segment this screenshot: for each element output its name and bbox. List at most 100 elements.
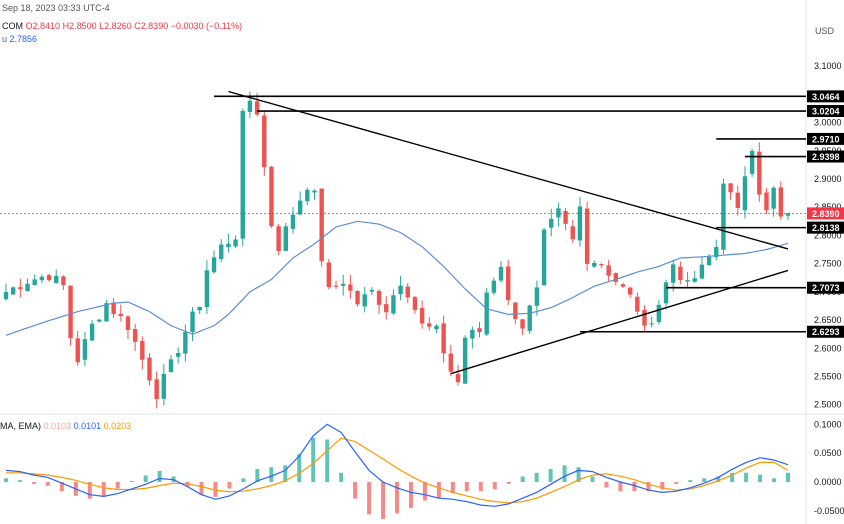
moving-average-line: [5, 220, 789, 336]
candle-body: [190, 311, 195, 333]
candle: [778, 181, 784, 220]
candle-body: [491, 280, 497, 293]
candle-body: [348, 284, 353, 291]
candle: [556, 202, 561, 227]
candle-body: [627, 287, 633, 295]
histogram-bar: [660, 482, 665, 490]
candle: [405, 283, 410, 304]
candle-body: [671, 264, 676, 283]
candle-body: [333, 285, 339, 287]
macd-line-value: 0.0101: [73, 421, 102, 431]
level-label-box: [807, 281, 844, 294]
candle: [498, 261, 504, 283]
candle: [656, 300, 662, 325]
candle-body: [477, 328, 482, 332]
candle-body: [778, 187, 784, 217]
candle-body: [75, 338, 80, 363]
candle: [211, 250, 217, 274]
price-tick-label: 2.5000: [814, 400, 842, 410]
candle: [312, 189, 317, 200]
candle: [161, 363, 167, 406]
histogram-bar: [422, 482, 427, 501]
candle-body: [125, 316, 131, 330]
candle-body: [484, 292, 489, 335]
candle: [462, 335, 468, 385]
candle-body: [692, 278, 697, 282]
level-label: 2.8138: [812, 223, 840, 233]
histogram-bar: [534, 472, 539, 482]
candle: [89, 320, 95, 342]
candle-body: [89, 323, 95, 341]
candle-body: [441, 323, 446, 354]
candle: [25, 278, 30, 292]
candle-body: [25, 283, 30, 292]
candle-body: [642, 309, 647, 326]
price-tick-label: 3.0000: [814, 118, 842, 128]
price-tick-label: 2.9000: [814, 174, 842, 184]
candle: [233, 235, 238, 249]
candle: [154, 371, 159, 409]
candle: [240, 108, 245, 247]
candle-body: [706, 256, 712, 266]
candle: [484, 287, 489, 337]
candle: [563, 207, 568, 231]
candle: [219, 239, 224, 263]
candle-body: [556, 208, 561, 218]
ma-value: 2.7856: [9, 34, 38, 44]
candle-body: [132, 329, 138, 342]
histogram-bar: [255, 469, 260, 482]
candle: [771, 186, 776, 217]
level-label-box: [807, 325, 844, 338]
histogram-bar: [199, 482, 204, 495]
candle: [757, 142, 762, 202]
candle: [584, 201, 590, 272]
price-tick-label: 2.6000: [814, 343, 842, 353]
candle-body: [61, 276, 66, 286]
candle-body: [219, 244, 224, 260]
candle: [649, 316, 654, 328]
histogram-bar: [506, 482, 511, 484]
candle-body: [427, 323, 432, 327]
candle-body: [312, 190, 317, 193]
candle: [175, 347, 181, 364]
candle-body: [82, 339, 88, 360]
macd-histogram: [4, 437, 790, 519]
histogram-bar: [520, 476, 525, 482]
candle: [204, 260, 210, 314]
candle: [721, 178, 726, 255]
low-value: L2.8260: [99, 21, 132, 31]
candle: [355, 290, 360, 307]
candle: [714, 239, 719, 261]
candle: [491, 277, 497, 296]
trendline: [450, 269, 789, 375]
price-tick-label: 2.5500: [814, 371, 842, 381]
candle-body: [376, 290, 382, 305]
histogram-bar: [772, 478, 777, 482]
candle-body: [448, 353, 454, 372]
candle: [190, 307, 195, 341]
candle-body: [534, 287, 540, 306]
level-label: 3.0464: [812, 92, 840, 102]
candle-body: [757, 151, 762, 195]
ma-fragment: u: [2, 34, 8, 44]
candle-body: [506, 266, 511, 301]
candle: [642, 305, 647, 331]
candle-body: [175, 352, 181, 357]
candle-body: [599, 263, 604, 266]
histogram-bar: [478, 482, 483, 492]
change-value: −0.0030 (−0.11%): [170, 21, 243, 31]
candle-body: [118, 313, 123, 317]
candle: [183, 324, 188, 362]
histogram-bar: [381, 482, 386, 519]
candle: [46, 273, 52, 282]
candle-body: [154, 379, 159, 400]
candle-body: [735, 192, 740, 208]
signal-line: [6, 437, 789, 504]
candle: [577, 196, 583, 247]
candle: [699, 256, 705, 280]
high-value: H2.8500: [62, 21, 97, 31]
level-label-box: [807, 105, 844, 118]
ma-legend: u 2.7856: [2, 34, 37, 44]
